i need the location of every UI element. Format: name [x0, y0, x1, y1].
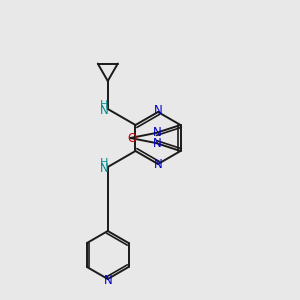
Text: N: N: [99, 104, 108, 118]
Text: H: H: [100, 100, 108, 110]
Text: N: N: [103, 274, 112, 286]
Text: N: N: [99, 163, 108, 176]
Text: H: H: [100, 158, 108, 168]
Text: N: N: [152, 137, 161, 151]
Text: N: N: [152, 125, 161, 139]
Text: O: O: [128, 131, 137, 145]
Text: N: N: [154, 158, 162, 172]
Text: N: N: [154, 104, 162, 118]
